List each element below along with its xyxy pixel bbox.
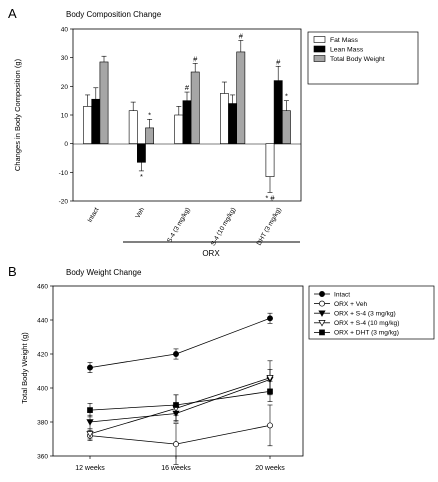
data-point-4-2 xyxy=(267,388,273,395)
bar-2-2 xyxy=(190,71,200,144)
bar-3-2 xyxy=(236,51,246,144)
series-line-1 xyxy=(89,425,271,445)
series-line-2 xyxy=(89,379,271,423)
legend-marker-1 xyxy=(319,300,325,307)
significance-mark-7: * xyxy=(285,92,288,101)
panel-b: B Body Weight Change Total Body Weight (… xyxy=(8,264,435,472)
bar-3-1 xyxy=(228,103,237,144)
y-tick-label-1: -10 xyxy=(59,170,69,177)
data-point-0-2 xyxy=(267,315,273,322)
significance-mark-4: # xyxy=(239,31,244,40)
y-tick-label-4: 440 xyxy=(37,318,48,325)
legend-label-4: ORX + DHT (3 mg/kg) xyxy=(334,330,399,337)
panel-b-legend-box xyxy=(308,285,435,340)
panel-b-plot-frame xyxy=(52,285,304,457)
significance-mark-0: * xyxy=(140,172,143,181)
significance-mark-5: * # xyxy=(265,193,275,202)
data-point-0-1 xyxy=(173,351,179,357)
bar-1-1 xyxy=(137,143,146,163)
legend-label-1: ORX + Veh xyxy=(334,301,368,308)
y-tick-label-5: 30 xyxy=(61,55,69,62)
series-line-3 xyxy=(89,377,271,435)
panel-a-x-tick-labels: Intact Veh S-4 (3 mg/kg) S-4 (10 mg/kg) DHT … xyxy=(87,206,283,247)
y-tick-label-3: 420 xyxy=(37,352,48,359)
bar-4-1 xyxy=(273,80,283,144)
bar-2-1 xyxy=(182,100,192,144)
bar-1-2 xyxy=(145,127,154,144)
y-tick-label-3: 10 xyxy=(61,113,69,120)
x-tick-label-1: Veh xyxy=(134,206,146,220)
x-tick-label-0: 12 weeks xyxy=(75,465,105,472)
panel-a: A Body Composition Change Changes in Bod… xyxy=(8,6,419,258)
data-point-3-0 xyxy=(86,431,94,438)
panel-a-title: Body Composition Change xyxy=(66,10,162,19)
bar-4-2 xyxy=(281,110,291,144)
legend-marker-3 xyxy=(318,320,326,327)
bar-1-0 xyxy=(128,110,138,144)
legend-swatch-2 xyxy=(313,55,326,62)
x-tick-label-3: S-4 (10 mg/kg) xyxy=(210,207,238,248)
bar-0-0 xyxy=(83,106,92,144)
legend-marker-0 xyxy=(319,291,325,297)
panel-a-annotations: * * # # # * # # * xyxy=(140,31,288,202)
x-tick-label-2: 20 weeks xyxy=(255,465,285,472)
y-tick-label-4: 20 xyxy=(61,84,69,91)
legend-marker-2 xyxy=(318,310,326,317)
legend-swatch-1 xyxy=(313,45,326,53)
panel-b-ylabel: Total Body Weight (g) xyxy=(20,332,29,404)
legend-label-1: Lean Mass xyxy=(330,47,364,54)
data-point-1-2 xyxy=(267,422,273,429)
panel-b-y-axis: 360 380 400 420 440 460 xyxy=(37,284,53,461)
legend-label-3: ORX + S-4 (10 mg/kg) xyxy=(334,320,399,327)
panel-b-letter: B xyxy=(8,264,17,279)
bar-3-0 xyxy=(220,93,229,144)
panel-a-ylabel: Changes in Body Composition (g) xyxy=(13,58,22,171)
panel-a-letter: A xyxy=(8,6,17,21)
panel-b-x-tick-labels: 12 weeks 16 weeks 20 weeks xyxy=(75,456,285,472)
legend-swatch-0 xyxy=(313,36,326,43)
data-point-1-1 xyxy=(173,441,179,448)
panel-a-orx-label: ORX xyxy=(202,249,220,258)
y-tick-label-0: -20 xyxy=(59,199,69,206)
series-line-0 xyxy=(89,317,271,368)
data-point-3-2 xyxy=(266,375,274,382)
y-tick-label-2: 0 xyxy=(64,141,68,148)
x-tick-label-0: Intact xyxy=(87,206,101,223)
legend-label-2: Total Body Weight xyxy=(330,56,385,63)
x-tick-label-1: 16 weeks xyxy=(161,465,191,472)
legend-label-0: Fat Mass xyxy=(330,37,359,44)
legend-label-2: ORX + S-4 (3 mg/kg) xyxy=(334,311,396,318)
significance-mark-2: # xyxy=(185,83,190,92)
legend-marker-4 xyxy=(319,329,325,336)
panel-a-legend-box xyxy=(307,31,419,85)
significance-mark-6: # xyxy=(276,57,281,66)
panel-a-y-axis: -20 -10 0 10 20 30 40 xyxy=(59,27,73,206)
significance-mark-1: * xyxy=(148,110,151,119)
bar-0-1 xyxy=(91,98,101,144)
y-tick-label-5: 460 xyxy=(37,284,48,291)
panel-b-title: Body Weight Change xyxy=(66,268,142,277)
panel-b-series xyxy=(86,312,274,465)
panel-a-bars xyxy=(83,40,291,193)
data-point-0-0 xyxy=(87,364,93,371)
y-tick-label-6: 40 xyxy=(61,27,69,34)
y-tick-label-0: 360 xyxy=(37,454,48,461)
bar-0-2 xyxy=(99,61,109,144)
legend-label-0: Intact xyxy=(334,291,350,298)
panel-a-legend: Fat Mass Lean Mass Total Body Weight xyxy=(307,31,419,85)
x-tick-label-2: S-4 (3 mg/kg) xyxy=(166,207,192,245)
x-tick-label-4: DHT (3 mg/kg) xyxy=(256,207,283,247)
y-tick-label-2: 400 xyxy=(37,386,48,393)
data-point-2-0 xyxy=(86,419,94,426)
bar-2-0 xyxy=(174,114,184,144)
data-point-4-0 xyxy=(87,407,93,413)
bar-4-0 xyxy=(265,143,275,177)
significance-mark-3: # xyxy=(193,54,198,63)
y-tick-label-1: 380 xyxy=(37,420,48,427)
panel-b-legend: Intact ORX + Veh ORX + S-4 (3 mg/kg) ORX + … xyxy=(308,285,435,340)
data-point-4-1 xyxy=(173,402,179,408)
